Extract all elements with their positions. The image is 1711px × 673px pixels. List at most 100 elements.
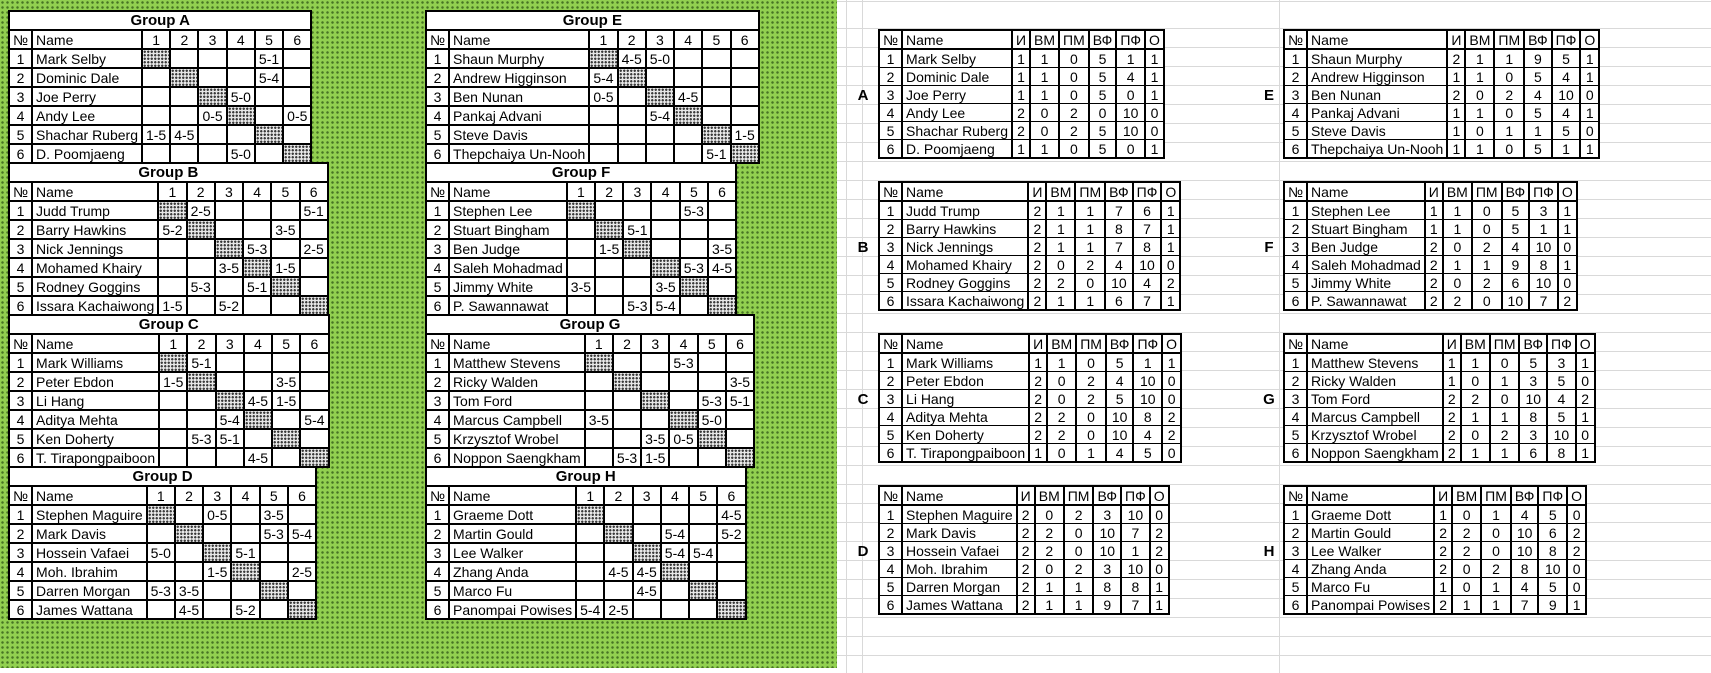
stat-cell[interactable]: 1 (1446, 121, 1467, 140)
player-number-cell[interactable]: 2 (424, 523, 451, 544)
stat-cell[interactable]: 2 (1015, 559, 1036, 578)
stat-cell[interactable]: 1 (1480, 595, 1512, 615)
column-header[interactable]: Name (31, 485, 148, 506)
stat-cell[interactable]: 2 (1027, 273, 1048, 292)
stat-cell[interactable]: 2 (1046, 425, 1078, 444)
stat-cell[interactable]: 1 (1029, 48, 1061, 68)
score-cell[interactable] (673, 67, 704, 88)
score-cell[interactable]: 5-4 (588, 67, 619, 88)
column-header[interactable]: 3 (214, 333, 245, 354)
player-name-cell[interactable]: Marcus Campbell (1306, 407, 1444, 426)
column-header[interactable]: 2 (616, 29, 647, 50)
player-name-cell[interactable]: Marco Fu (448, 580, 578, 601)
stat-cell[interactable]: 5 (1104, 389, 1135, 408)
player-number-cell[interactable]: 6 (424, 143, 451, 164)
column-header[interactable]: ПМ (1493, 29, 1526, 50)
stat-cell[interactable]: 2 (1459, 389, 1491, 408)
player-name-cell[interactable]: Stuart Bingham (448, 219, 568, 240)
stat-cell[interactable]: 2 (1027, 255, 1048, 274)
column-header[interactable]: ВМ (1459, 333, 1491, 354)
column-header[interactable]: ПФ (1550, 29, 1582, 50)
score-cell[interactable] (173, 542, 205, 563)
group-title[interactable]: Group C (8, 314, 330, 335)
player-name-cell[interactable]: Peter Ebdon (31, 371, 161, 392)
stat-cell[interactable]: 6 (1104, 291, 1134, 311)
player-number-cell[interactable]: 2 (7, 523, 34, 544)
stat-cell[interactable]: 2 (1075, 371, 1107, 390)
score-cell[interactable] (701, 105, 732, 126)
column-header[interactable]: ВМ (1029, 29, 1061, 50)
stat-cell[interactable]: 2 (1161, 407, 1183, 426)
stat-cell[interactable]: 0 (1470, 219, 1503, 238)
column-header[interactable]: И (1010, 29, 1032, 50)
score-cell[interactable] (688, 561, 719, 582)
stat-cell[interactable]: 0 (1161, 371, 1183, 390)
diagonal-cell[interactable] (611, 371, 643, 392)
stat-cell[interactable]: 0 (1161, 389, 1183, 408)
stat-cell[interactable]: 1 (1464, 103, 1496, 122)
player-name-cell[interactable]: Ricky Walden (1306, 371, 1444, 390)
player-name-cell[interactable]: Mark Selby (31, 48, 143, 69)
stat-cell[interactable]: 2 (1015, 523, 1036, 542)
score-cell[interactable]: 0-5 (282, 105, 313, 126)
score-cell[interactable]: 0-5 (668, 428, 699, 449)
score-cell[interactable] (688, 523, 719, 544)
stat-cell[interactable]: 5 (1523, 67, 1553, 86)
stat-cell[interactable]: 8 (1120, 577, 1151, 596)
score-cell[interactable]: 5-2 (716, 523, 747, 544)
stat-cell[interactable]: 0 (1488, 352, 1521, 372)
diagonal-cell[interactable] (583, 352, 614, 373)
stat-cell[interactable]: 0 (1058, 139, 1090, 159)
score-cell[interactable]: 4-5 (716, 504, 747, 525)
score-cell[interactable] (270, 200, 301, 221)
stat-cell[interactable]: 0 (1441, 237, 1473, 256)
column-header[interactable]: И (1015, 485, 1036, 506)
diagonal-cell[interactable] (286, 599, 318, 620)
score-cell[interactable]: 0-5 (197, 105, 228, 126)
stat-cell[interactable]: 4 (1550, 67, 1582, 86)
stat-cell[interactable]: 0 (1075, 407, 1107, 426)
player-name-cell[interactable]: Saleh Mohadmad (1306, 255, 1426, 274)
stat-cell[interactable]: 2 (1027, 237, 1048, 256)
stat-cell[interactable]: 1 (1574, 407, 1596, 426)
player-name-cell[interactable]: Steve Davis (1306, 121, 1449, 140)
score-cell[interactable] (197, 143, 228, 164)
player-number-cell[interactable]: 5 (7, 428, 34, 449)
stat-cell[interactable]: 0 (1459, 371, 1491, 390)
player-number-cell[interactable]: 2 (1282, 219, 1309, 238)
stat-cell[interactable]: 1 (1074, 237, 1107, 256)
score-cell[interactable] (631, 504, 662, 525)
stat-cell[interactable]: 1 (1488, 407, 1521, 426)
player-name-cell[interactable]: Judd Trump (901, 200, 1030, 220)
stat-cell[interactable]: 10 (1546, 425, 1577, 444)
score-cell[interactable]: 1-5 (729, 124, 760, 145)
stat-cell[interactable]: 3 (1092, 559, 1122, 578)
column-header[interactable]: № (1282, 485, 1309, 506)
diagonal-cell[interactable] (173, 523, 205, 544)
score-cell[interactable]: 4-5 (673, 86, 704, 107)
score-cell[interactable]: 5-4 (253, 67, 285, 88)
diagonal-cell[interactable] (258, 580, 289, 601)
diagonal-cell[interactable] (271, 428, 302, 449)
score-cell[interactable]: 5-1 (242, 276, 273, 297)
column-header[interactable]: 4 (242, 333, 274, 354)
stat-cell[interactable]: 1 (1010, 85, 1032, 104)
column-header[interactable]: ПМ (1480, 485, 1512, 506)
diagonal-cell[interactable] (282, 143, 313, 164)
player-name-cell[interactable]: Matthew Stevens (1306, 352, 1444, 372)
column-header[interactable]: ВФ (1509, 485, 1540, 506)
player-number-cell[interactable]: 1 (877, 504, 904, 524)
stat-cell[interactable]: 0 (1058, 85, 1090, 104)
diagonal-cell[interactable] (575, 504, 606, 525)
player-number-cell[interactable]: 5 (877, 273, 904, 292)
score-cell[interactable] (214, 371, 245, 392)
score-cell[interactable] (286, 580, 318, 601)
stat-cell[interactable]: 0 (1029, 103, 1061, 122)
score-cell[interactable] (583, 428, 614, 449)
player-name-cell[interactable]: Andy Lee (901, 103, 1013, 122)
stat-cell[interactable]: 0 (1046, 371, 1078, 390)
score-cell[interactable] (644, 143, 676, 164)
score-cell[interactable] (253, 105, 285, 126)
score-cell[interactable] (213, 276, 245, 297)
column-header[interactable]: 3 (644, 29, 676, 50)
